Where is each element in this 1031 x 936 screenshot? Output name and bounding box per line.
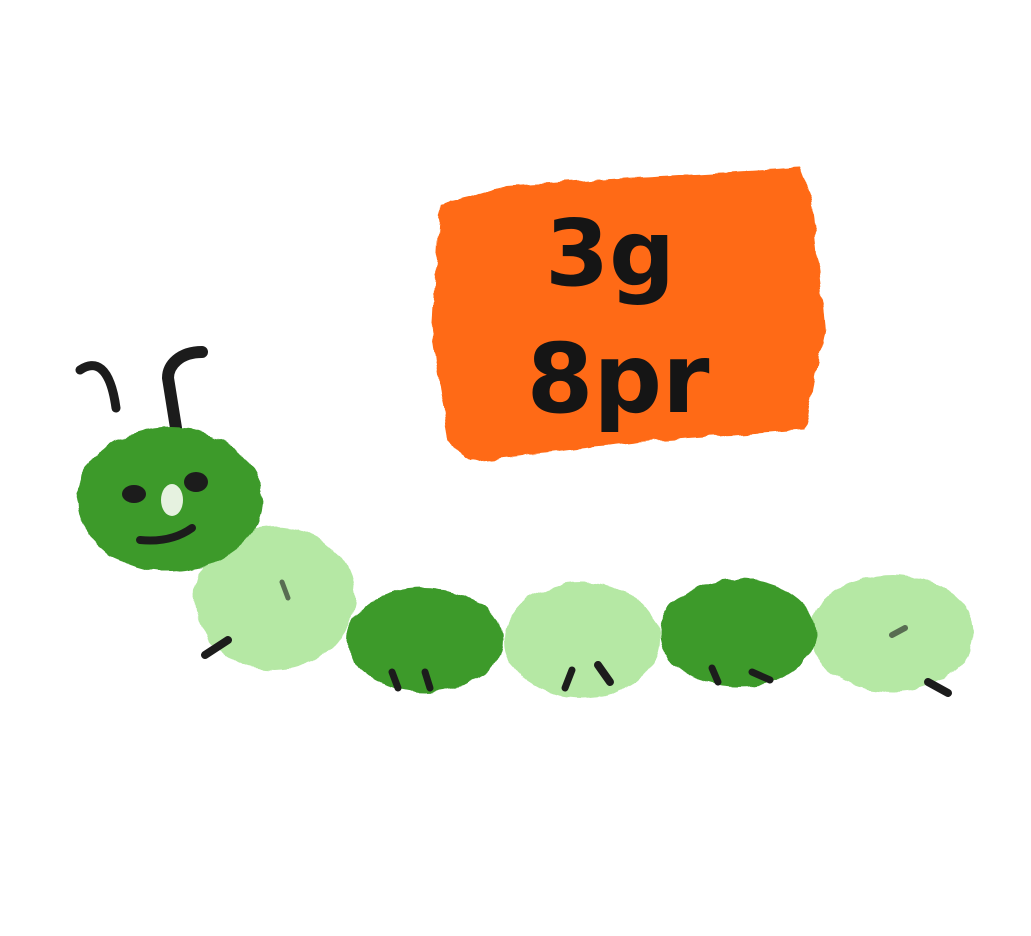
caterpillar [75,346,974,698]
sign-line-1: 3g [545,200,675,307]
body-segment-3 [347,588,503,692]
price-sign: 3g 8pr [432,168,825,462]
left-antenna [75,361,121,413]
mouth [136,524,196,545]
leg-6 [708,664,722,686]
nose [161,484,183,516]
left-eye [122,485,146,503]
body-segment-4 [504,582,660,698]
segment-mark-1 [279,579,291,601]
leg-8 [924,678,952,697]
right-antenna [161,346,208,434]
body-segment-2 [195,526,355,670]
body-segment-5 [660,579,816,687]
leg-7 [748,668,774,684]
leg-2 [388,668,402,692]
sign-background [432,168,825,462]
leg-1 [201,636,232,659]
right-eye [184,472,208,492]
segment-mark-2 [889,625,908,638]
leg-4 [561,666,576,692]
leg-5 [594,661,614,686]
sign-line-2: 8pr [527,323,711,435]
leg-3 [421,668,434,692]
